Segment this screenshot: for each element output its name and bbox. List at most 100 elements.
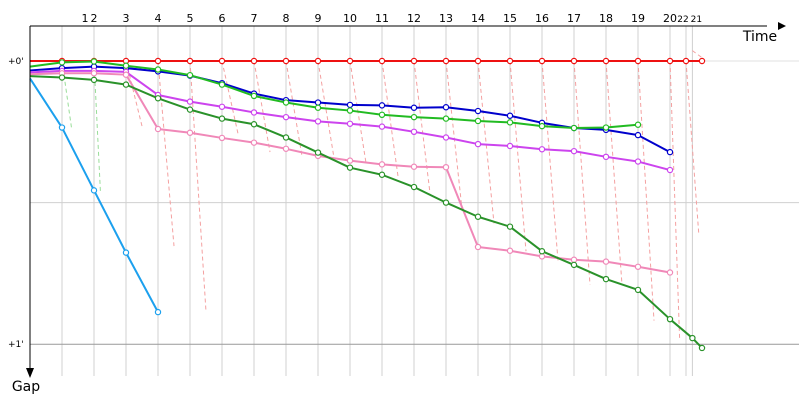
data-point — [634, 158, 642, 165]
data-point — [634, 263, 642, 270]
data-point — [474, 140, 482, 148]
data-point — [506, 119, 514, 126]
data-point — [90, 70, 98, 77]
data-point — [442, 134, 450, 141]
lap-label: 22 — [677, 15, 688, 25]
lap-label: 19 — [631, 12, 645, 25]
data-point — [634, 57, 642, 65]
data-point — [186, 98, 194, 105]
lap-label: 9 — [315, 12, 322, 25]
data-point — [474, 243, 482, 251]
pit-line — [221, 60, 239, 134]
data-point — [666, 166, 674, 174]
data-point — [538, 146, 546, 153]
data-point — [282, 99, 290, 106]
lap-label: 4 — [155, 12, 162, 25]
data-point — [602, 275, 610, 283]
data-point — [250, 92, 258, 100]
lap-label: 12 — [407, 12, 421, 25]
pit-line — [413, 60, 431, 194]
y-axis-arrow — [26, 368, 34, 378]
data-point — [602, 258, 610, 265]
data-point — [346, 57, 354, 65]
axes — [26, 22, 786, 378]
data-point — [154, 66, 162, 73]
data-point — [58, 74, 66, 81]
pit-line — [285, 60, 303, 157]
pit-line — [573, 60, 591, 285]
data-point — [90, 187, 98, 194]
data-point — [186, 57, 194, 65]
data-point — [90, 76, 98, 84]
lap-label: 20 — [663, 12, 677, 25]
y-axis-title: Gap — [12, 379, 40, 395]
data-point — [378, 123, 386, 130]
data-point — [346, 101, 354, 109]
pit-line — [381, 60, 399, 177]
data-point — [282, 113, 290, 121]
data-point — [314, 99, 322, 106]
data-point — [442, 163, 450, 171]
lap-label: 18 — [599, 12, 613, 25]
data-point — [282, 57, 290, 65]
data-point — [122, 71, 130, 78]
data-point — [122, 81, 130, 88]
lap-label: 3 — [123, 12, 130, 25]
grid-lines — [30, 26, 799, 376]
data-point — [570, 57, 578, 65]
data-point — [666, 57, 674, 65]
pit-line — [692, 50, 703, 59]
lap-label: 8 — [283, 12, 290, 25]
data-point — [570, 147, 578, 155]
lap-label: 7 — [251, 12, 258, 25]
pit-line — [509, 60, 527, 252]
data-point — [634, 121, 642, 128]
data-point — [666, 269, 674, 276]
data-point — [122, 249, 130, 256]
x-axis-arrow — [778, 22, 786, 30]
lap-label: 15 — [503, 12, 517, 25]
data-point — [410, 163, 418, 170]
tick-labels: 1 2 3 4 5 6 7 8 9 10 11 12 13 14 15 16 17 18 19 20 22 21+0'+1… — [8, 12, 777, 395]
data-point — [378, 161, 386, 168]
series-lines — [29, 57, 706, 352]
pit-line — [541, 60, 559, 261]
data-point — [282, 145, 290, 152]
data-point — [154, 308, 162, 316]
data-point — [314, 104, 322, 111]
data-point — [698, 344, 706, 352]
x-axis-title: Time — [742, 29, 777, 45]
data-point — [154, 57, 162, 65]
lap-label: 16 — [535, 12, 549, 25]
pit-line — [477, 60, 495, 224]
pit-line — [445, 60, 463, 210]
data-point — [602, 57, 610, 65]
data-point — [250, 109, 258, 116]
pit-line — [189, 60, 207, 312]
data-point — [570, 261, 578, 269]
data-point — [154, 125, 162, 133]
data-point — [634, 131, 642, 139]
data-point — [538, 248, 546, 255]
data-point — [90, 58, 98, 65]
data-point — [346, 157, 354, 164]
data-point — [682, 57, 690, 65]
pit-line — [157, 60, 175, 247]
data-point — [218, 81, 226, 88]
data-point — [666, 148, 674, 156]
data-point — [410, 104, 418, 111]
data-point — [250, 139, 258, 146]
data-point — [346, 107, 354, 114]
pit-line — [637, 60, 655, 321]
data-point — [314, 57, 322, 65]
data-point — [506, 223, 514, 230]
pit-line — [253, 60, 271, 153]
lap-label: 17 — [567, 12, 581, 25]
data-point — [58, 124, 66, 131]
data-point — [442, 199, 450, 206]
data-point — [378, 171, 386, 178]
data-point — [314, 149, 322, 156]
data-point — [186, 106, 194, 113]
data-point — [442, 57, 450, 65]
data-point — [186, 129, 194, 136]
